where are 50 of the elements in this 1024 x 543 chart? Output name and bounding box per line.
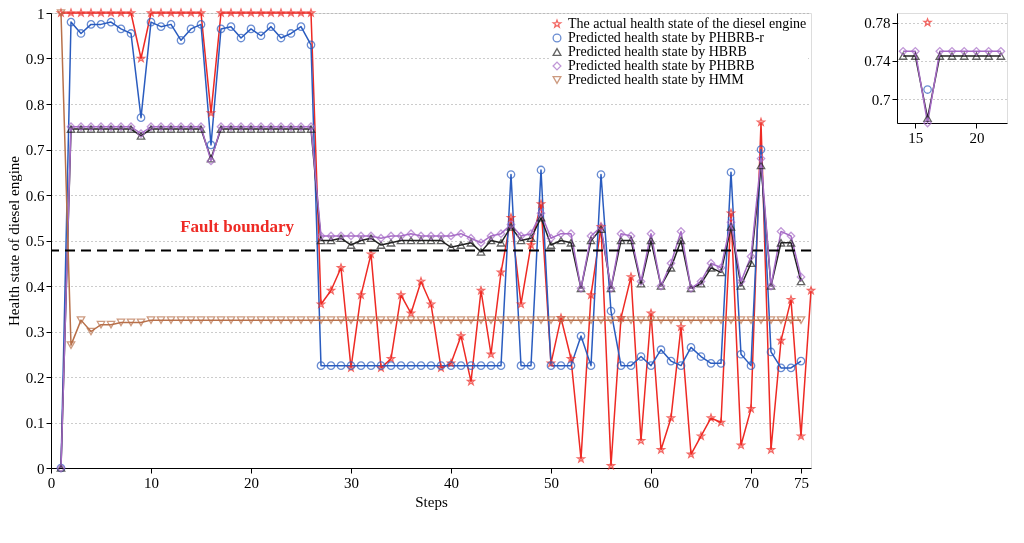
- point: [923, 118, 932, 128]
- y-tick-label: 0.74: [864, 53, 891, 70]
- y-tick-label: 0.9: [25, 51, 45, 67]
- y-tick-label: 0.3: [25, 324, 45, 340]
- legend-label: Predicted health state by PHBRB-r: [568, 30, 765, 45]
- point: [898, 52, 908, 60]
- x-tick-label: 20: [969, 129, 985, 146]
- y-tick-label: 0.7: [871, 91, 891, 108]
- point: [910, 52, 920, 60]
- point: [898, 46, 908, 56]
- y-tick-label: 0.7: [25, 142, 45, 158]
- y-tick-label: 0.1: [25, 415, 45, 431]
- y-tick-label: 1: [37, 5, 45, 22]
- legend-label: Predicted health state by HMM: [568, 72, 745, 87]
- x-tick-label: 30: [344, 474, 359, 491]
- legend-label: The actual health state of the diesel engine: [568, 16, 807, 31]
- point: [972, 46, 981, 56]
- x-axis-title: Steps: [415, 493, 448, 510]
- y-tick-label: 0.8: [25, 96, 45, 113]
- y-tick-label: 0.4: [25, 278, 45, 295]
- x-tick-label: 20: [244, 474, 259, 491]
- legend-label: Predicted health state by PHBRB: [568, 58, 755, 73]
- x-tick-label: 70: [744, 474, 759, 491]
- point: [935, 46, 945, 56]
- point: [959, 52, 969, 60]
- x-tick-label: 60: [644, 474, 659, 491]
- point: [996, 46, 1006, 56]
- point: [947, 46, 957, 56]
- y-tick-label: 0.5: [25, 233, 45, 249]
- y-tick-label: 0.6: [25, 187, 45, 204]
- point: [984, 46, 994, 56]
- point: [910, 46, 920, 56]
- point: [984, 52, 994, 60]
- ref-line-label: Fault boundary: [180, 216, 295, 236]
- point: [923, 114, 932, 123]
- x-tick-label: 10: [144, 474, 159, 491]
- y-tick-label: 0: [37, 460, 45, 477]
- x-tick-label: 50: [544, 474, 559, 491]
- point: [935, 52, 945, 60]
- y-tick-label: 0.2: [25, 369, 45, 386]
- legend-label: Predicted health state by HBRB: [568, 44, 747, 59]
- x-tick-label: 75: [794, 474, 809, 491]
- x-tick-label: 40: [444, 474, 459, 491]
- point: [972, 52, 981, 60]
- x-tick-label: 15: [908, 129, 924, 146]
- y-tick-label: 0.78: [864, 15, 891, 32]
- y-axis-title: Health state of diesel engine: [5, 155, 22, 326]
- point: [947, 52, 957, 60]
- point: [996, 52, 1006, 60]
- point: [959, 46, 969, 56]
